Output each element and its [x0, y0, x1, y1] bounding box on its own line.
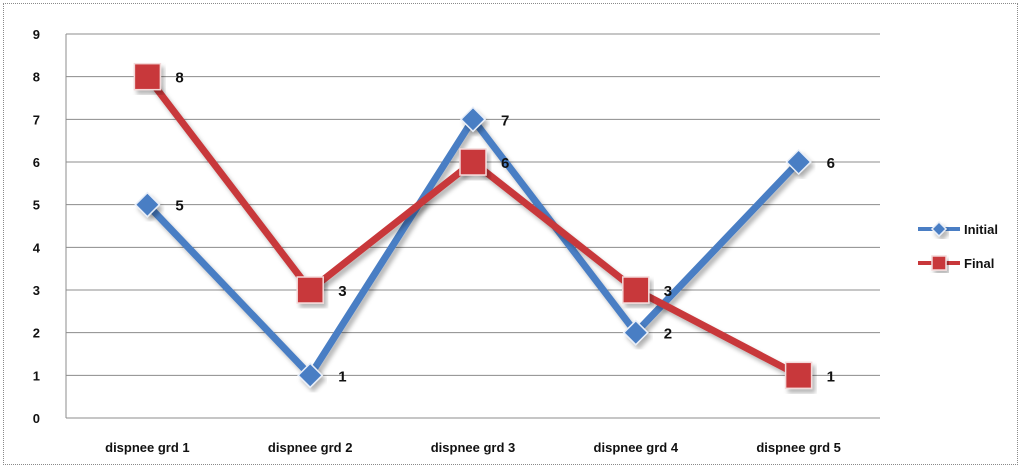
data-point-final [296, 276, 324, 304]
data-labels: 5 1 7 2 6 8 3 6 3 1 [175, 70, 835, 386]
data-label-initial: 7 [501, 112, 509, 129]
data-point-initial [785, 148, 812, 176]
legend-marker [931, 255, 947, 271]
y-tick-label: 4 [33, 240, 41, 255]
data-label-initial: 1 [338, 368, 346, 385]
data-label-initial: 2 [664, 326, 672, 343]
legend-marker [930, 220, 948, 238]
data-label-final: 3 [338, 283, 346, 300]
data-label-final: 6 [501, 155, 509, 172]
legend-item-final: Final [918, 255, 994, 271]
y-tick-label: 0 [33, 411, 40, 426]
y-tick-label: 5 [33, 198, 40, 213]
x-tick-label: dispnee grd 5 [756, 440, 841, 455]
legend-item-initial: Initial [918, 220, 998, 238]
y-tick-label: 2 [33, 326, 40, 341]
legend: Initial Final [918, 220, 998, 271]
x-tick-label: dispnee grd 1 [105, 440, 190, 455]
y-tick-label: 3 [33, 283, 40, 298]
x-tick-label: dispnee grd 4 [594, 440, 679, 455]
data-label-initial: 5 [175, 198, 183, 215]
legend-label: Final [964, 256, 994, 271]
data-point-initial [459, 106, 487, 133]
legend-label: Initial [964, 222, 998, 237]
data-point-final [459, 148, 487, 176]
data-point-final [622, 276, 650, 304]
y-tick-label: 8 [33, 70, 40, 85]
y-tick-label: 7 [33, 112, 40, 127]
axes [65, 34, 880, 419]
y-tick-label: 1 [33, 368, 40, 383]
y-axis-ticks: 0 1 2 3 4 5 6 7 8 9 [33, 27, 41, 426]
data-point-initial [622, 319, 649, 346]
data-label-initial: 6 [827, 155, 835, 172]
data-point-final [784, 361, 813, 390]
data-label-final: 3 [664, 283, 672, 300]
data-point-final [133, 62, 162, 91]
y-tick-label: 6 [33, 155, 40, 170]
data-label-final: 8 [175, 70, 183, 87]
data-point-initial [297, 362, 324, 389]
x-axis-ticks: dispnee grd 1 dispnee grd 2 dispnee grd 3 d… [105, 440, 841, 455]
series-group [133, 62, 813, 390]
x-tick-label: dispnee grd 2 [268, 440, 353, 455]
data-point-initial [134, 191, 161, 218]
data-label-final: 1 [827, 368, 835, 385]
y-tick-label: 9 [33, 27, 40, 42]
x-tick-label: dispnee grd 3 [431, 440, 516, 455]
